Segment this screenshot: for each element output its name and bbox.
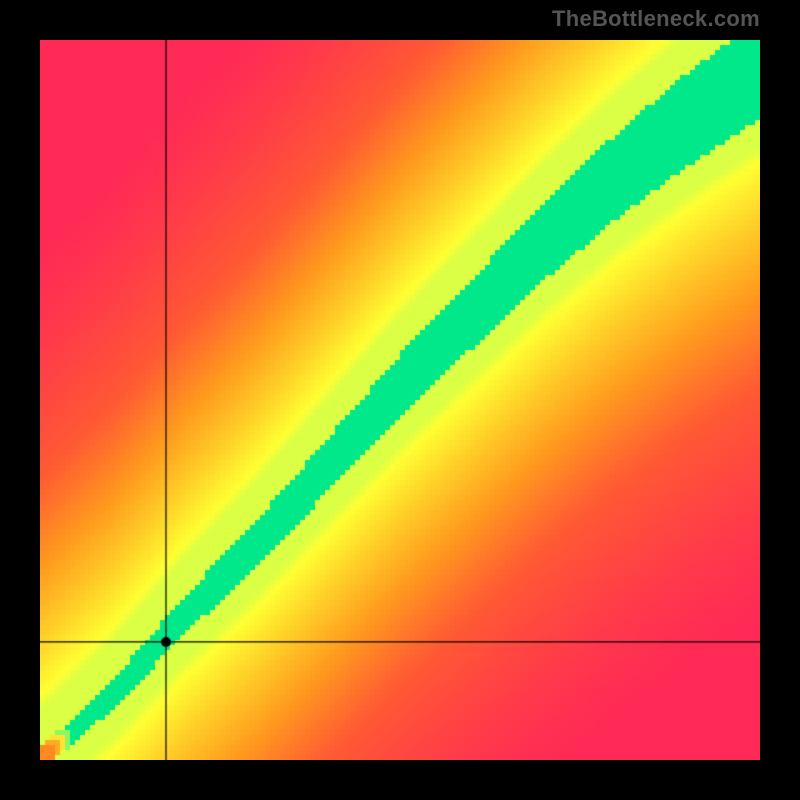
- plot-area: [40, 40, 760, 760]
- crosshair-overlay: [40, 40, 760, 760]
- watermark-text: TheBottleneck.com: [552, 6, 760, 32]
- chart-container: TheBottleneck.com: [0, 0, 800, 800]
